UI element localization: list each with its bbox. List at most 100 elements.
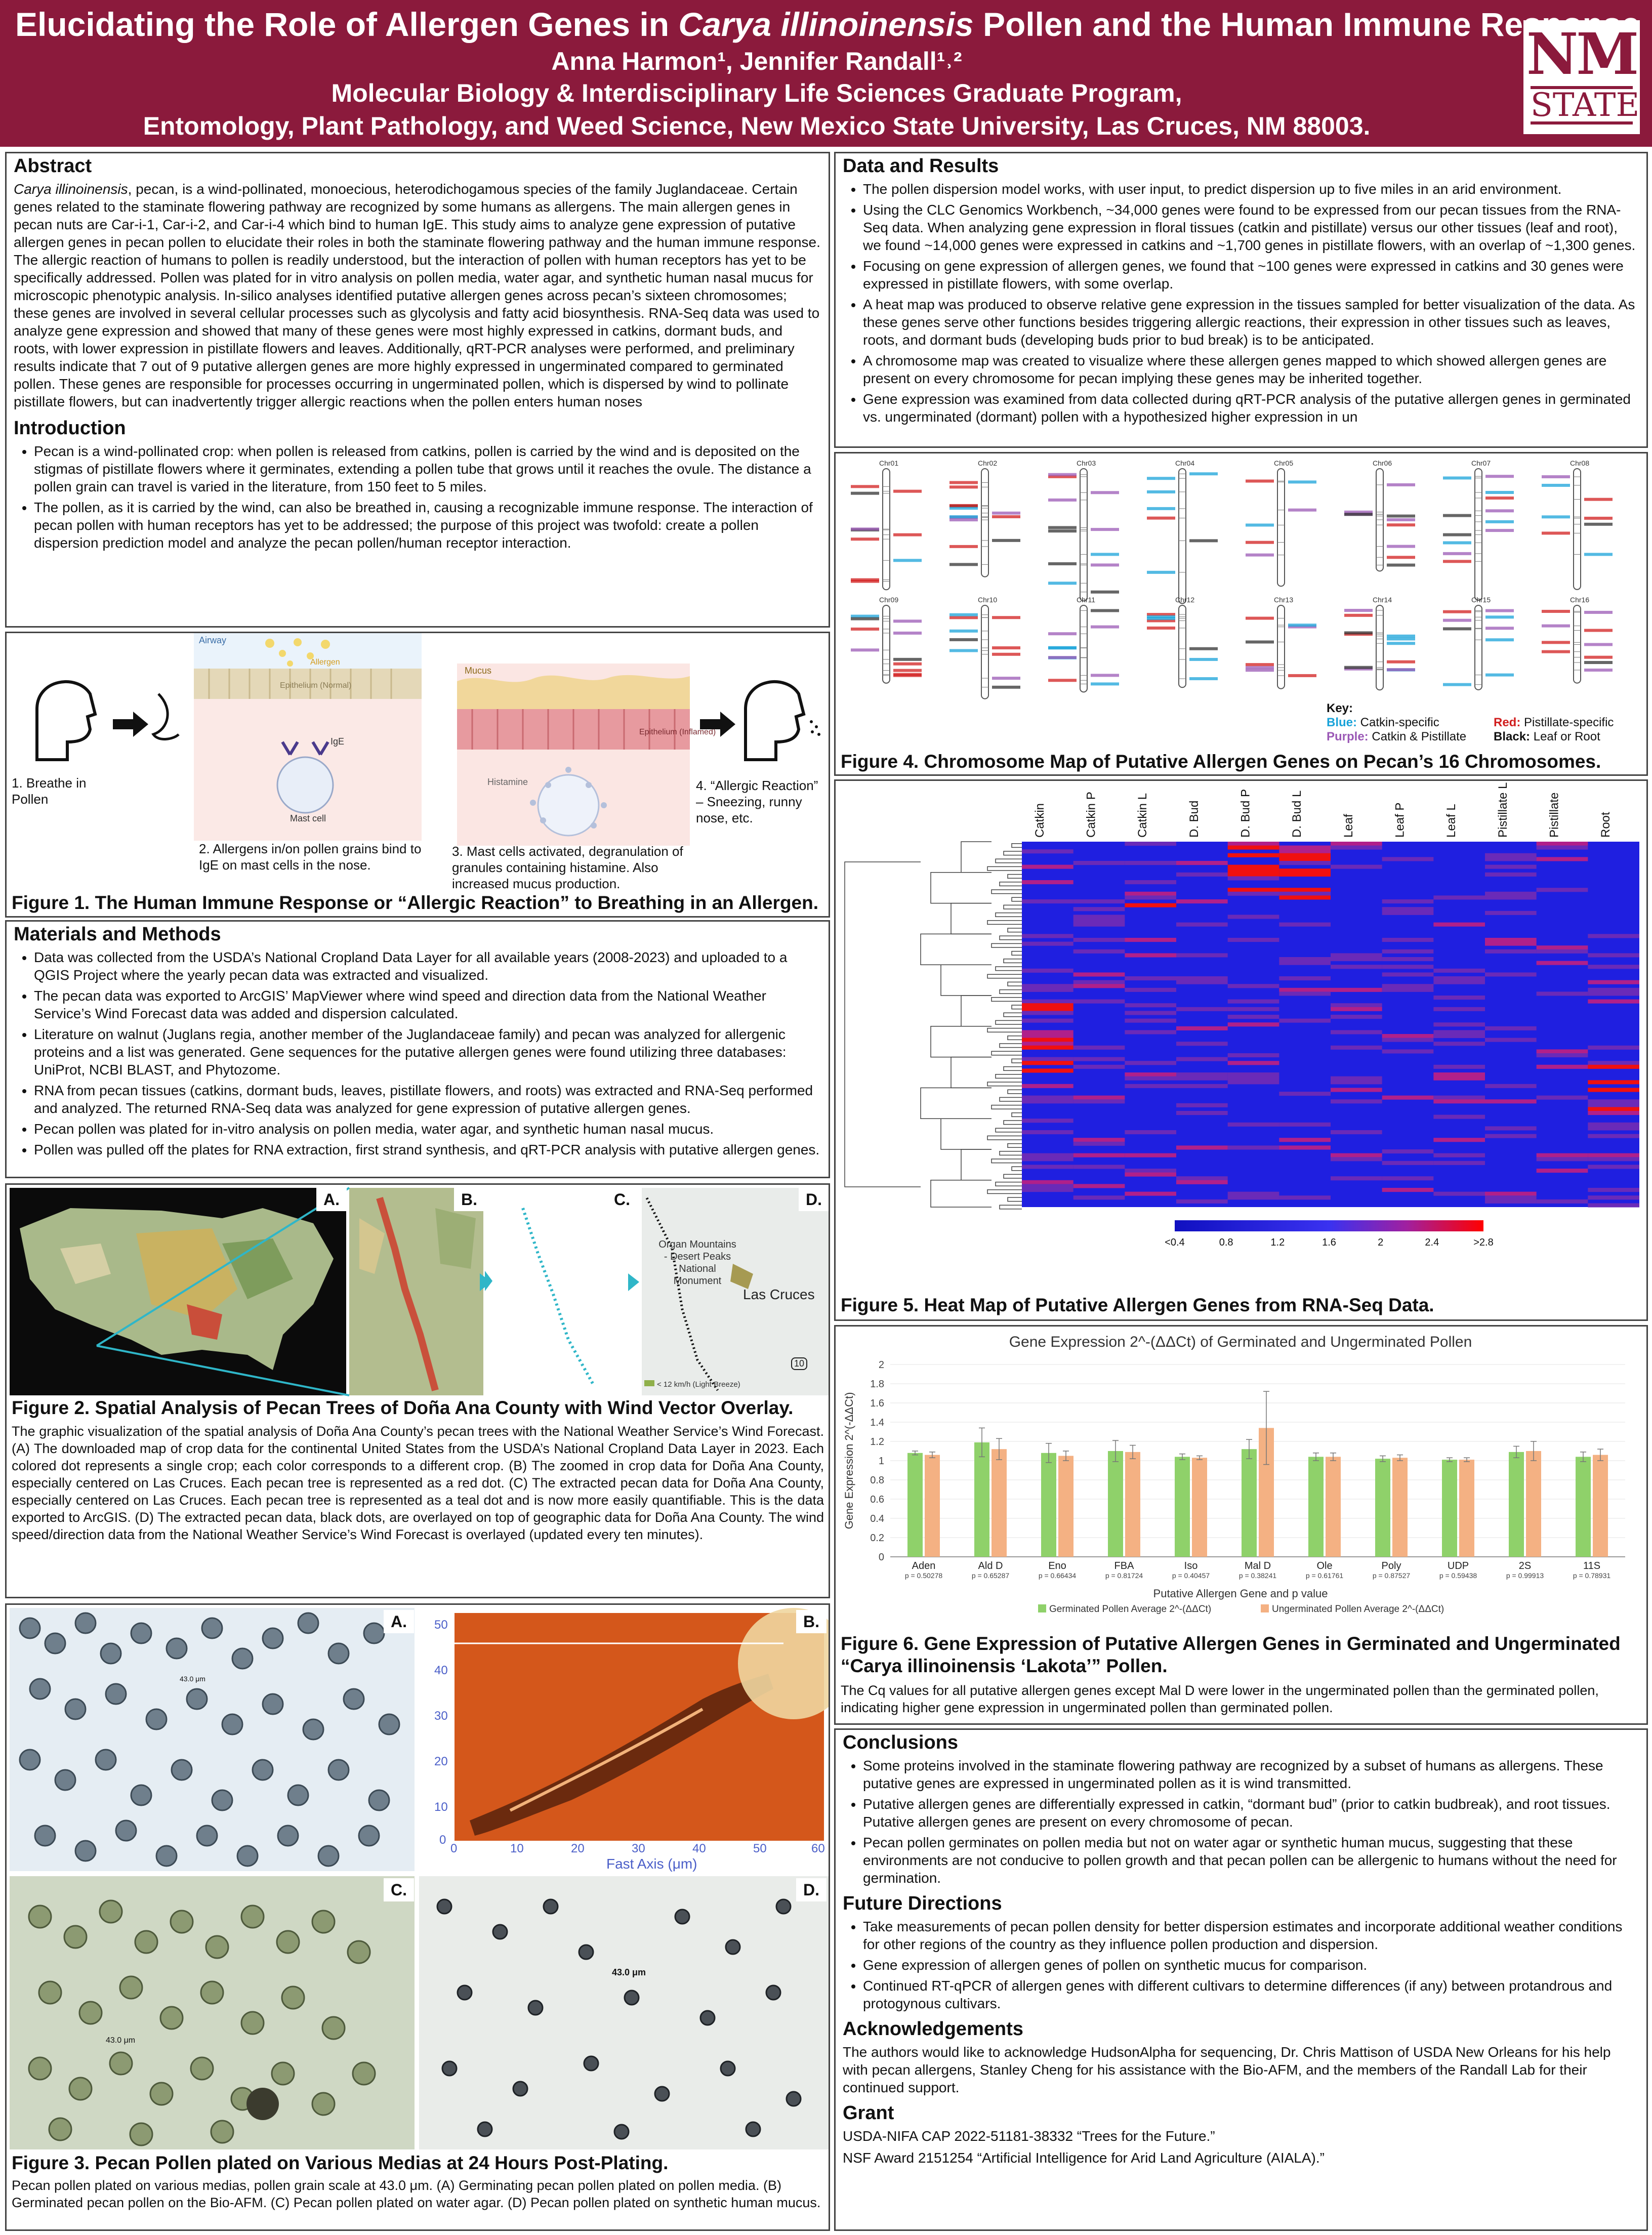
gene-label-mark — [1147, 617, 1175, 620]
y-tick-label: 1.4 — [870, 1417, 884, 1428]
key-item: Black: Leaf or Root — [1494, 730, 1600, 744]
heatmap-cell — [1227, 938, 1279, 942]
gene-label-mark — [893, 559, 922, 562]
key-title: Key: — [1327, 701, 1353, 715]
gene-label-mark — [1443, 560, 1471, 563]
heatmap-cell — [1485, 1191, 1537, 1196]
x-tick-label: Aden — [912, 1560, 936, 1571]
heatmap-cell — [1588, 1122, 1639, 1127]
heatmap-cell — [1022, 1003, 1073, 1008]
grant-heading: Grant — [843, 2102, 894, 2124]
chromosome-label: Chr10 — [978, 596, 997, 604]
y-tick-label: 0.2 — [870, 1533, 884, 1544]
gene-label-mark — [893, 533, 922, 536]
gene-label-mark — [893, 662, 922, 666]
chromosome-label: Chr05 — [1274, 459, 1293, 467]
head-breathing-icon — [35, 680, 97, 761]
heatmap-cell — [1588, 999, 1639, 1004]
panel-label: B. — [796, 1610, 827, 1633]
heatmap-cell — [1433, 895, 1485, 900]
afm-tick: 20 — [434, 1755, 448, 1768]
list-item: The pollen, as it is carried by the wind… — [34, 499, 821, 552]
heatmap-cell — [1536, 1153, 1588, 1157]
gene-label-mark — [1048, 632, 1077, 636]
panel-d-wind-overlay: Organ Mountains - Desert Peaks National … — [642, 1188, 829, 1395]
heatmap-cell — [1125, 880, 1176, 885]
figure2-caption: Figure 2. Spatial Analysis of Pecan Tree… — [12, 1397, 794, 1418]
map-label: < 12 km/h (Light Breeze) — [657, 1380, 740, 1389]
heatmap-cell — [1176, 953, 1228, 958]
heatmap-cell — [1227, 1195, 1279, 1200]
heatmap-cell — [1073, 1141, 1125, 1146]
gene-label-mark — [1147, 516, 1175, 520]
heatmap-cell — [1433, 1034, 1485, 1039]
heatmap-cell — [1536, 845, 1588, 850]
heatmap-cell — [1485, 1038, 1537, 1042]
heatmap-cell — [1331, 965, 1382, 969]
heatmap-cell — [1382, 972, 1434, 977]
heatmap-cell — [1382, 1161, 1434, 1165]
heatmap-cell — [1536, 991, 1588, 996]
figure1-illustration: Airway Allergen Epithelium (Normal) IgE … — [35, 633, 820, 846]
heatmap-cell — [1588, 1153, 1639, 1157]
panel-label: C. — [607, 1188, 637, 1211]
abstract-intro-box: Abstract Carya illinoinensis, pecan, is … — [5, 152, 830, 628]
gene-label-mark — [1387, 642, 1415, 645]
panel-label: A. — [384, 1610, 414, 1633]
afm-tick: 20 — [571, 1842, 585, 1855]
heatmap-cell — [1382, 1049, 1434, 1054]
heatmap-cell — [1227, 1072, 1279, 1077]
heatmap-cell — [1588, 965, 1639, 969]
y-tick-label: 1.8 — [870, 1379, 884, 1390]
gene-label-mark — [1387, 514, 1415, 518]
heatmap-cell — [1022, 1068, 1073, 1073]
bar — [1375, 1459, 1390, 1557]
heatmap-cell — [1433, 1099, 1485, 1104]
head-sneezing-icon — [744, 680, 820, 761]
heatmap-cell — [1022, 899, 1073, 904]
heatmap-cell — [1433, 1030, 1485, 1034]
figure6-text: The Cq values for all putative allergen … — [841, 1683, 1599, 1715]
key-label: Red: — [1494, 716, 1521, 729]
heatmap-cell — [1331, 1088, 1382, 1092]
figure2-text: The graphic visualization of the spatial… — [12, 1424, 824, 1542]
heatmap-cell — [1485, 1199, 1537, 1204]
fig1-label: Mucus — [465, 666, 491, 676]
heatmap-cell — [1022, 1030, 1073, 1034]
heatmap-cell — [1176, 976, 1228, 981]
gene-label-mark — [1584, 643, 1613, 646]
gene-label-mark — [1387, 545, 1415, 548]
chromosome-label: Chr16 — [1570, 596, 1589, 604]
gene-label-mark — [1542, 624, 1570, 628]
conclusions-list: Some proteins involved in the staminate … — [843, 1757, 1639, 1887]
gene-label-mark — [1091, 528, 1119, 531]
gene-label-mark — [949, 518, 978, 522]
heatmap-cell — [1331, 1007, 1382, 1011]
heatmap-cell — [1227, 872, 1279, 877]
heatmap-cell — [1331, 1003, 1382, 1008]
gene-label-mark — [1048, 656, 1077, 659]
list-item: Some proteins involved in the staminate … — [863, 1757, 1639, 1792]
heatmap-cell — [1382, 1176, 1434, 1181]
gene-label-mark — [1344, 631, 1373, 635]
gene-label-mark — [1246, 663, 1274, 667]
heatmap-cell — [1382, 957, 1434, 962]
chromosome-bar — [1474, 468, 1482, 601]
gene-label-mark — [1387, 668, 1415, 672]
heatmap-cell — [1073, 899, 1125, 904]
logo-text: NM — [1526, 21, 1639, 88]
heatmap-cell — [1331, 1176, 1382, 1181]
y-tick-label: 0.6 — [870, 1494, 884, 1505]
heatmap-cell — [1176, 861, 1228, 865]
heatmap-cell — [1331, 1130, 1382, 1135]
p-value-label: p = 0.59438 — [1439, 1571, 1477, 1580]
scale-label: 43.0 μm — [180, 1675, 205, 1683]
heatmap-cell — [1073, 915, 1125, 919]
heatmap-cell — [1485, 1099, 1537, 1104]
figure6-box: Gene Expression 2^-(ΔΔCt) of Germinated … — [834, 1325, 1648, 1725]
heatmap-cell — [1022, 1018, 1073, 1023]
heatmap-cell — [1588, 1088, 1639, 1092]
figure5-box: Catkin Catkin P Catkin L D. Bud D. Bud P D. B… — [834, 779, 1648, 1321]
panel-label: C. — [384, 1878, 414, 1901]
y-tick-label: 0 — [879, 1552, 884, 1563]
